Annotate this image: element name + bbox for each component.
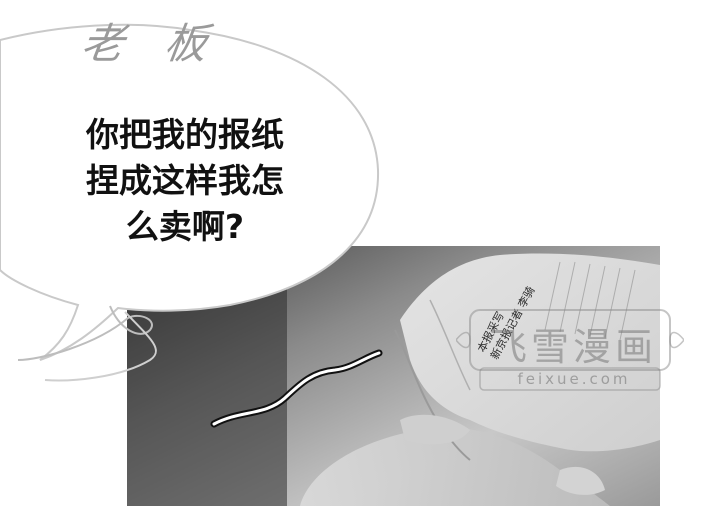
dialogue-line-3: 么卖啊? — [125, 207, 245, 246]
speech-bubble — [0, 23, 380, 382]
watermark: 飞雪漫画 feixue.com — [456, 304, 684, 422]
speaker-label: 老 板 — [78, 19, 225, 68]
dialogue-text: 你把我的报纸 捏成这样我怎 么卖啊? — [40, 112, 330, 250]
hand — [300, 427, 610, 506]
dialogue-line-2: 捏成这样我怎 — [86, 161, 284, 200]
watermark-title: 飞雪漫画 — [488, 325, 657, 369]
crumpled-newspaper — [400, 253, 660, 452]
dialogue-line-1: 你把我的报纸 — [86, 115, 284, 154]
watermark-frame — [456, 309, 684, 391]
watermark-url: feixue.com — [517, 370, 631, 388]
